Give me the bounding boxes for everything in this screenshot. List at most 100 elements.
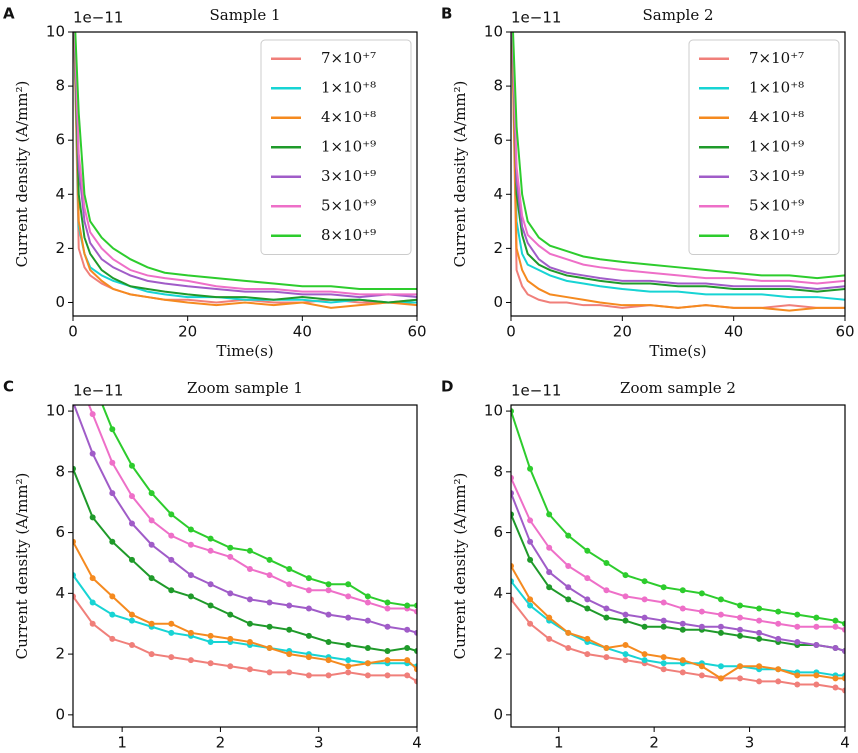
marker [565, 596, 572, 603]
marker [128, 611, 135, 618]
marker [511, 596, 514, 603]
x-tick-label: 40 [724, 323, 743, 341]
marker [414, 608, 417, 615]
marker [584, 596, 591, 603]
marker [842, 620, 845, 627]
marker [187, 541, 194, 548]
marker [128, 462, 135, 469]
marker [775, 608, 782, 615]
marker [641, 623, 648, 630]
marker [325, 611, 332, 618]
marker [546, 511, 553, 518]
series-line [511, 477, 845, 631]
series-line [511, 32, 845, 293]
marker [109, 490, 116, 497]
marker [794, 611, 801, 618]
legend-label: 8×10⁺⁹ [321, 226, 376, 244]
marker [73, 465, 76, 472]
y-tick-label: 4 [55, 185, 65, 203]
marker [717, 596, 724, 603]
marker [527, 596, 534, 603]
marker [717, 611, 724, 618]
marker [187, 657, 194, 664]
x-tick-label: 20 [178, 323, 197, 341]
marker [546, 584, 553, 591]
marker [546, 544, 553, 551]
plot-area [511, 408, 845, 694]
marker [70, 399, 76, 405]
marker [511, 578, 514, 585]
marker [128, 617, 135, 624]
marker [622, 651, 629, 658]
marker [109, 538, 116, 545]
marker [813, 623, 820, 630]
marker [832, 645, 839, 652]
marker [148, 517, 155, 524]
marker [168, 620, 175, 627]
series-line [511, 32, 845, 290]
y-axis-label: Current density (A/mm²) [451, 81, 469, 268]
marker [305, 605, 312, 612]
marker [794, 638, 801, 645]
marker [622, 611, 629, 618]
series-line [512, 32, 845, 280]
series-line [511, 32, 845, 285]
panel: 0 2 4 6 8 10 0 20 40 60 A 1e−11 Sample 1 Time(s) Curre… [3, 5, 427, 361]
x-tick-label: 60 [835, 323, 854, 341]
marker [286, 566, 293, 573]
legend-label: 1×10⁺⁹ [321, 137, 376, 155]
marker [832, 623, 839, 630]
series-line [73, 32, 417, 296]
marker [286, 602, 293, 609]
plot-area [70, 363, 417, 685]
panel-label: D [441, 378, 453, 396]
x-tick-label: 1 [117, 734, 127, 752]
marker [109, 635, 116, 642]
marker [148, 541, 155, 548]
x-tick-label: 3 [314, 734, 324, 752]
marker [584, 635, 591, 642]
marker [73, 593, 76, 600]
marker [266, 556, 273, 563]
marker [227, 611, 234, 618]
marker [584, 605, 591, 612]
series-line [511, 32, 845, 301]
marker [207, 660, 214, 667]
marker [70, 363, 76, 369]
y-tick-label: 2 [55, 239, 65, 257]
marker [794, 672, 801, 679]
series-line [73, 32, 417, 304]
marker [246, 566, 253, 573]
marker [89, 450, 96, 457]
marker [756, 617, 763, 624]
marker [148, 651, 155, 658]
y-tick-label: 6 [55, 523, 65, 541]
marker [246, 547, 253, 554]
marker [641, 596, 648, 603]
marker [756, 678, 763, 685]
marker [187, 629, 194, 636]
marker [698, 623, 705, 630]
x-tick-label: 3 [745, 734, 755, 752]
axes-frame [72, 31, 418, 317]
y-tick-label: 6 [493, 131, 503, 149]
marker [717, 675, 724, 682]
marker [266, 599, 273, 606]
marker [207, 581, 214, 588]
marker [622, 657, 629, 664]
marker [842, 675, 845, 682]
legend-label: 4×10⁺⁸ [321, 108, 376, 126]
marker [775, 620, 782, 627]
x-axis-label: Time(s) [649, 342, 706, 360]
marker [603, 587, 610, 594]
marker [603, 614, 610, 621]
legend-label: 7×10⁺⁷ [749, 49, 804, 67]
marker [603, 645, 610, 652]
marker [404, 626, 411, 633]
marker [286, 581, 293, 588]
panel-label: C [3, 378, 14, 396]
y-tick-label: 10 [484, 402, 503, 420]
marker [414, 629, 417, 636]
marker [511, 474, 514, 481]
